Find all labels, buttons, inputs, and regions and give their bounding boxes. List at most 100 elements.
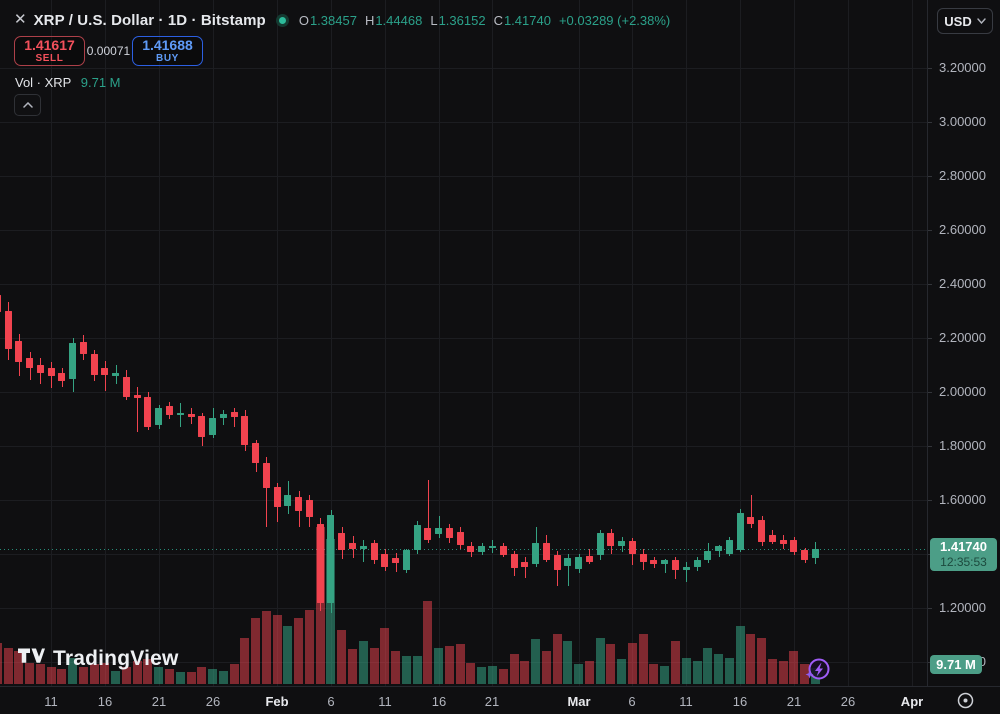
volume-indicator-row[interactable]: Vol · XRP 9.71 M (15, 75, 121, 90)
price-tick-mark (928, 122, 932, 123)
candle (500, 546, 507, 555)
gridline-vertical (385, 0, 386, 686)
boost-flash-icon[interactable] (805, 657, 831, 688)
candle-wick (525, 557, 526, 578)
candle (274, 487, 281, 507)
price-tick-mark (928, 284, 932, 285)
gridline-horizontal (0, 122, 927, 123)
candle (209, 418, 216, 435)
time-axis[interactable]: 11 16 21 26 Feb 6 11 16 21 Mar 6 11 16 21 26 Apr (0, 686, 1000, 714)
volume-bar (79, 667, 88, 684)
volume-bar (617, 659, 626, 684)
sell-button[interactable]: 1.41617 SELL (14, 36, 85, 66)
price-tick-mark (928, 392, 932, 393)
volume-bar (391, 651, 400, 684)
candle (252, 443, 259, 463)
candle (5, 311, 12, 349)
volume-bar (725, 658, 734, 684)
volume-bar (520, 661, 529, 684)
candle (101, 368, 108, 375)
candle-wick (439, 516, 440, 538)
volume-bar (187, 672, 196, 684)
volume-bar (230, 664, 239, 684)
volume-bar (757, 638, 766, 684)
time-tick-label: 6 (628, 694, 636, 709)
currency-selector-button[interactable]: USD (937, 8, 993, 34)
candle (295, 497, 302, 511)
settings-gear-icon[interactable] (956, 691, 975, 714)
gridline-horizontal (0, 608, 927, 609)
market-status-dot[interactable] (275, 13, 289, 27)
volume-bar (208, 669, 217, 684)
candle (37, 365, 44, 373)
candle-wick (105, 361, 106, 391)
current-price-badge: 1.41740 12:35:53 (930, 538, 997, 571)
chart-canvas[interactable] (0, 0, 927, 686)
volume-bar (251, 618, 260, 684)
candle (414, 525, 421, 550)
currency-label: USD (944, 13, 972, 29)
current-price-value: 1.41740 (940, 539, 987, 554)
high-label: H (364, 12, 375, 28)
open-value: 1.38457 (309, 12, 357, 28)
volume-bar (380, 628, 389, 684)
tradingview-logo-icon (18, 648, 45, 663)
candle (564, 558, 571, 566)
price-tick-label: 2.80000 (939, 168, 986, 183)
price-axis[interactable]: USD 1.41740 12:35:53 9.71 M 3.20000 3.000… (927, 0, 1000, 686)
volume-bar (800, 664, 809, 684)
candle (155, 408, 162, 425)
buy-label: BUY (156, 53, 179, 64)
candle (446, 528, 453, 538)
volume-bar (693, 661, 702, 684)
candle (726, 540, 733, 554)
volume-bar (466, 663, 475, 684)
candle (26, 358, 33, 368)
spread-value: 0.00071 (86, 44, 131, 58)
gridline-vertical (912, 0, 913, 686)
volume-bar (176, 672, 185, 684)
candle (683, 567, 690, 570)
buy-button[interactable]: 1.41688 BUY (132, 36, 203, 66)
volume-bar (197, 667, 206, 684)
watermark-text: TradingView (53, 647, 179, 670)
volume-bar (133, 661, 142, 684)
gridline-vertical (277, 0, 278, 686)
candle-wick (719, 545, 720, 557)
candle (650, 560, 657, 564)
collapse-panel-button[interactable] (14, 94, 41, 116)
symbol-title[interactable]: XRP / U.S. Dollar · 1D · Bitstamp (33, 11, 266, 29)
candle (123, 377, 130, 397)
candle (769, 535, 776, 542)
candle-wick (180, 403, 181, 427)
candle (694, 560, 701, 567)
price-tick-mark (928, 176, 932, 177)
time-tick-label: Mar (567, 694, 591, 709)
volume-bar (165, 669, 174, 684)
price-tick-mark (928, 230, 932, 231)
close-icon[interactable]: ✕ (14, 11, 27, 28)
volume-bar (240, 638, 249, 684)
candle (790, 540, 797, 552)
candle (403, 550, 410, 570)
volume-indicator-label: Vol · XRP (15, 75, 72, 90)
candle (177, 413, 184, 415)
current-price-line (0, 549, 927, 550)
time-tick-label: 21 (151, 694, 167, 709)
volume-bar (294, 618, 303, 684)
price-tick-label: 3.20000 (939, 60, 986, 75)
volume-indicator-value: 9.71 M (80, 75, 121, 90)
gridline-horizontal (0, 338, 927, 339)
gridline-horizontal (0, 554, 927, 555)
low-value: 1.36152 (438, 12, 486, 28)
candle (58, 373, 65, 381)
chevron-down-icon (977, 18, 986, 24)
candle (371, 543, 378, 560)
volume-bar (456, 644, 465, 684)
candle (381, 554, 388, 567)
volume-bar (628, 643, 637, 684)
volume-bar (768, 659, 777, 684)
volume-bar (305, 610, 314, 684)
sell-price: 1.41617 (24, 37, 75, 53)
volume-bar (283, 626, 292, 684)
